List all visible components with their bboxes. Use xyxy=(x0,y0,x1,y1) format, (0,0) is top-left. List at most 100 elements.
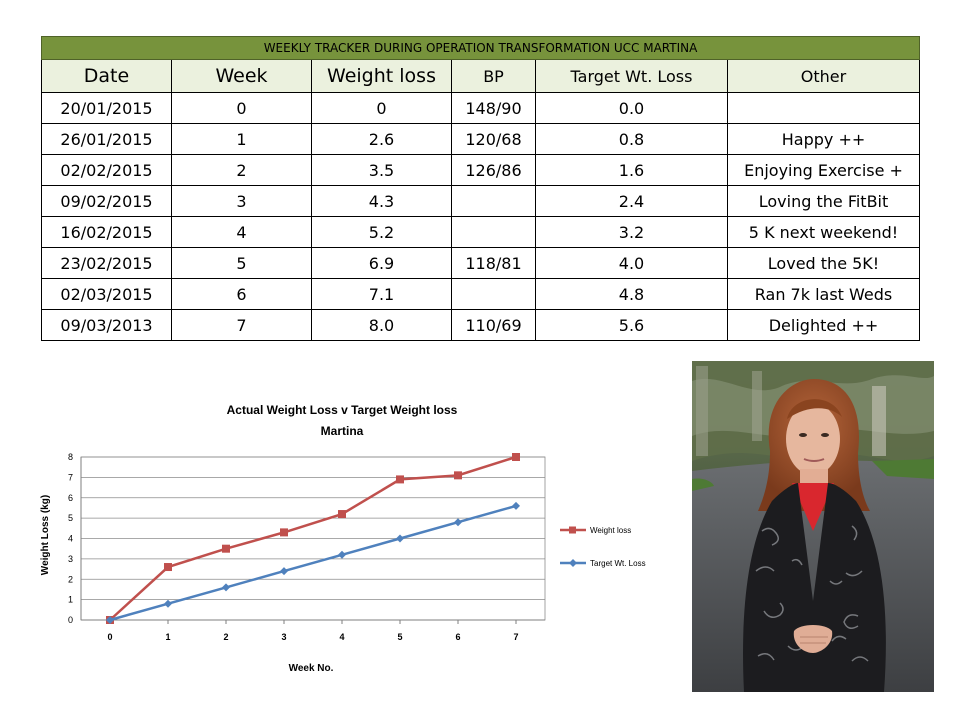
data-point xyxy=(454,471,462,480)
cell-other: Delighted ++ xyxy=(726,309,921,341)
gridlines xyxy=(81,456,545,601)
data-point xyxy=(106,616,114,624)
cell-weight-loss: 6.9 xyxy=(311,247,452,279)
table-row: 20/01/2015 0 0 148/90 0.0 xyxy=(41,92,921,124)
legend-marker xyxy=(569,526,576,534)
y-tick-label: 1 xyxy=(68,595,73,605)
cell-date: 23/02/2015 xyxy=(41,247,172,279)
cell-bp: 126/86 xyxy=(451,154,536,186)
cell-other xyxy=(726,92,921,124)
cell-bp: 118/81 xyxy=(451,247,536,279)
x-tick-label: 6 xyxy=(455,632,460,642)
x-axis-label: Week No. xyxy=(289,663,334,674)
cell-date: 16/02/2015 xyxy=(41,216,172,248)
cell-week: 7 xyxy=(171,309,312,341)
data-point xyxy=(338,510,346,519)
red-top xyxy=(792,483,834,531)
series-line xyxy=(109,504,517,622)
y-tick-label: 0 xyxy=(68,615,73,625)
cell-week: 2 xyxy=(171,154,312,186)
x-tick-label: 2 xyxy=(223,632,228,642)
table-row: 02/03/2015 6 7.1 4.8 Ran 7k last Weds xyxy=(41,278,921,310)
data-point xyxy=(164,599,172,608)
y-tick-label: 3 xyxy=(68,554,73,564)
cell-week: 0 xyxy=(171,92,312,124)
cell-date: 02/02/2015 xyxy=(41,154,172,186)
black-coat xyxy=(743,483,886,692)
cell-target-wt-loss: 4.0 xyxy=(535,247,728,279)
cell-date: 26/01/2015 xyxy=(41,123,172,155)
y-tick-label: 2 xyxy=(68,574,73,584)
data-point xyxy=(396,534,404,543)
cell-other: 5 K next weekend! xyxy=(726,216,921,248)
cell-bp xyxy=(451,278,536,310)
table-row: 23/02/2015 5 6.9 118/81 4.0 Loved the 5K! xyxy=(41,247,921,279)
cell-target-wt-loss: 2.4 xyxy=(535,185,728,217)
table-row: 16/02/2015 4 5.2 3.2 5 K next weekend! xyxy=(41,216,921,248)
cell-week: 3 xyxy=(171,185,312,217)
y-tick-label: 4 xyxy=(68,534,73,544)
y-tick-label: 7 xyxy=(68,472,73,482)
y-tick-label: 6 xyxy=(68,493,73,503)
cell-other: Enjoying Exercise + xyxy=(726,154,921,186)
legend: Weight loss Target Wt. Loss xyxy=(560,526,646,568)
cell-bp xyxy=(451,185,536,217)
cell-other: Loving the FitBit xyxy=(726,185,921,217)
cell-date: 20/01/2015 xyxy=(41,92,172,124)
cell-bp: 148/90 xyxy=(451,92,536,124)
cell-bp xyxy=(451,216,536,248)
y-tick-label: 8 xyxy=(68,452,73,462)
y-tick-label: 5 xyxy=(68,513,73,523)
clasped-hands xyxy=(793,625,833,653)
header-target-wt-loss: Target Wt. Loss xyxy=(535,59,728,93)
cell-week: 4 xyxy=(171,216,312,248)
legend-label: Target Wt. Loss xyxy=(590,559,646,568)
cell-weight-loss: 2.6 xyxy=(311,123,452,155)
cell-week: 1 xyxy=(171,123,312,155)
x-tick-label: 4 xyxy=(339,632,344,642)
data-point xyxy=(222,544,230,553)
cell-weight-loss: 3.5 xyxy=(311,154,452,186)
data-point xyxy=(164,563,172,572)
table-body: 20/01/2015 0 0 148/90 0.0 26/01/2015 1 2.6 120/6… xyxy=(41,92,921,341)
cell-target-wt-loss: 0.8 xyxy=(535,123,728,155)
legend-marker xyxy=(569,559,577,567)
weekly-tracker-table: WEEKLY TRACKER DURING OPERATION TRANSFOR… xyxy=(40,36,921,341)
cell-date: 09/03/2013 xyxy=(41,309,172,341)
tick-labels: 0 1 2 3 4 5 6 7 8 0 1 2 3 4 5 6 7 xyxy=(68,452,519,642)
cell-date: 09/02/2015 xyxy=(41,185,172,217)
x-tick-label: 1 xyxy=(165,632,170,642)
table-row: 09/03/2013 7 8.0 110/69 5.6 Delighted ++ xyxy=(41,309,921,341)
weight-loss-chart: Actual Weight Loss v Target Weight loss … xyxy=(40,403,646,674)
cell-target-wt-loss: 1.6 xyxy=(535,154,728,186)
cell-bp: 110/69 xyxy=(451,309,536,341)
axes xyxy=(80,456,546,624)
table-row: 26/01/2015 1 2.6 120/68 0.8 Happy ++ xyxy=(41,123,921,155)
header-week: Week xyxy=(171,59,312,93)
x-tick-label: 3 xyxy=(281,632,286,642)
series xyxy=(106,453,520,624)
cell-weight-loss: 4.3 xyxy=(311,185,452,217)
chart-title-line-2: Martina xyxy=(321,424,364,438)
table-row: 02/02/2015 2 3.5 126/86 1.6 Enjoying Exercise… xyxy=(41,154,921,186)
table-row: 09/02/2015 3 4.3 2.4 Loving the FitBit xyxy=(41,185,921,217)
y-axis-label: Weight Loss (kg) xyxy=(40,495,51,575)
legend-label: Weight loss xyxy=(590,526,631,535)
x-tick-label: 7 xyxy=(513,632,518,642)
data-point xyxy=(338,550,346,559)
data-point xyxy=(512,453,520,461)
table-title: WEEKLY TRACKER DURING OPERATION TRANSFOR… xyxy=(40,36,921,60)
cell-target-wt-loss: 4.8 xyxy=(535,278,728,310)
chart-title: Actual Weight Loss v Target Weight loss … xyxy=(227,403,458,438)
cell-weight-loss: 0 xyxy=(311,92,452,124)
cell-date: 02/03/2015 xyxy=(41,278,172,310)
header-bp: BP xyxy=(451,59,536,93)
header-other: Other xyxy=(726,59,921,93)
data-point xyxy=(396,475,404,484)
series-line xyxy=(109,455,517,621)
chart-title-line-1: Actual Weight Loss v Target Weight loss xyxy=(227,403,458,417)
cell-target-wt-loss: 3.2 xyxy=(535,216,728,248)
cell-week: 5 xyxy=(171,247,312,279)
header-weight-loss: Weight loss xyxy=(311,59,452,93)
header-date: Date xyxy=(41,59,172,93)
